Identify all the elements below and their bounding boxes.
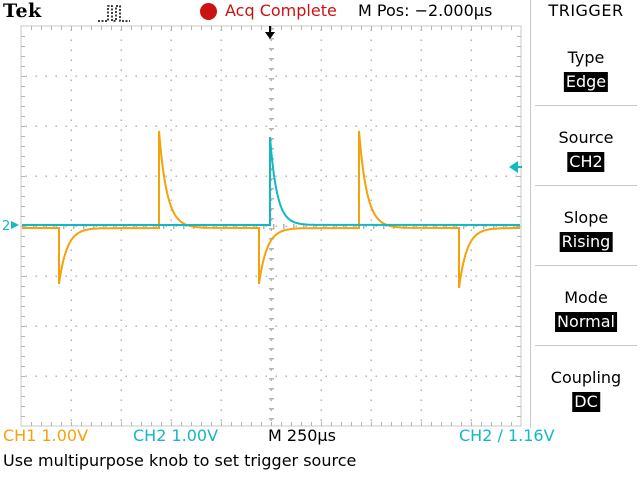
ch2-waveform: [22, 136, 521, 226]
menu-item-source[interactable]: Source CH2: [531, 106, 640, 186]
svg-text:2: 2: [2, 219, 10, 234]
timebase-readout: M 250µs: [268, 426, 336, 445]
menu-item-label: Type: [567, 48, 605, 67]
menu-item-label: Coupling: [550, 368, 622, 387]
menu-item-label: Slope: [563, 208, 609, 227]
menu-item-value: Normal: [555, 312, 617, 332]
menu-title: TRIGGER: [548, 1, 624, 20]
menu-item-label: Source: [558, 128, 614, 147]
menu-item-mode[interactable]: Mode Normal: [531, 266, 640, 346]
ch2-scale-readout: CH2 1.00V: [133, 426, 219, 445]
trigger-level-readout: CH2 ∕ 1.16V: [459, 426, 555, 445]
menu-divider: [535, 105, 637, 106]
ch2-ground-marker: 2: [2, 219, 19, 234]
menu-divider: [535, 185, 637, 186]
menu-item-value: Rising: [559, 232, 613, 252]
menu-item-slope[interactable]: Slope Rising: [531, 186, 640, 266]
main-position-readout: M Pos: −2.000µs: [358, 1, 493, 20]
ch1-scale-readout: CH1 1.00V: [3, 426, 89, 445]
help-message: Use multipurpose knob to set trigger sou…: [3, 451, 357, 470]
acquisition-dot-icon: [200, 3, 217, 20]
graticule: [20, 25, 522, 427]
menu-item-label: Mode: [564, 288, 608, 307]
trigger-level-marker-icon: [509, 161, 522, 173]
brand-logo: Tek: [3, 0, 42, 22]
trigger-pulse-icon: [98, 5, 130, 22]
menu-item-value: DC: [572, 392, 600, 412]
ch1-waveform: [22, 130, 521, 289]
trigger-menu: TRIGGER Type Edge Source CH2 Slope Risin…: [530, 0, 640, 428]
menu-item-value: CH2: [567, 152, 605, 172]
menu-item-coupling[interactable]: Coupling DC: [531, 346, 640, 426]
menu-divider: [535, 345, 637, 346]
menu-item-type[interactable]: Type Edge: [531, 26, 640, 106]
menu-divider: [535, 265, 637, 266]
trigger-position-marker: [265, 26, 275, 39]
acquisition-status: Acq Complete: [225, 1, 337, 20]
menu-item-value: Edge: [563, 72, 609, 92]
